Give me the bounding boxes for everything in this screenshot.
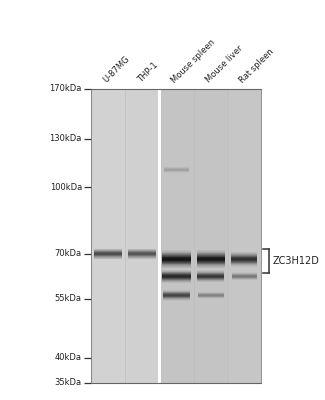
Bar — [162, 253, 190, 254]
Text: Mouse spleen: Mouse spleen — [170, 38, 217, 85]
Bar — [162, 251, 190, 252]
Bar — [158, 89, 161, 383]
Bar — [197, 258, 225, 259]
Bar — [197, 264, 225, 265]
Bar — [197, 256, 225, 257]
Bar — [228, 89, 261, 383]
Bar — [197, 259, 225, 260]
Bar — [194, 89, 228, 383]
Bar — [162, 263, 190, 264]
Bar — [125, 89, 159, 383]
Text: 55kDa: 55kDa — [55, 294, 82, 303]
Bar — [162, 261, 190, 262]
Bar — [162, 255, 190, 256]
Bar — [162, 262, 190, 263]
Bar — [197, 267, 225, 268]
Text: Mouse liver: Mouse liver — [204, 44, 245, 85]
Bar — [162, 264, 190, 265]
Bar — [162, 258, 190, 259]
Text: 35kDa: 35kDa — [55, 378, 82, 387]
Bar — [197, 262, 225, 263]
Bar — [197, 251, 225, 252]
Text: 130kDa: 130kDa — [49, 134, 82, 143]
Text: 40kDa: 40kDa — [55, 353, 82, 362]
Bar — [197, 257, 225, 258]
Text: U-87MG: U-87MG — [102, 55, 132, 85]
Text: 170kDa: 170kDa — [49, 84, 82, 93]
Bar — [197, 254, 225, 255]
Bar — [162, 260, 190, 261]
Bar — [197, 252, 225, 253]
Text: 70kDa: 70kDa — [55, 249, 82, 258]
Bar — [159, 89, 194, 383]
Bar — [197, 260, 225, 261]
Bar — [197, 255, 225, 256]
Bar — [162, 259, 190, 260]
Bar — [162, 250, 190, 251]
Bar — [162, 266, 190, 267]
Bar — [197, 266, 225, 267]
Bar — [91, 89, 261, 383]
Bar — [162, 256, 190, 257]
Bar — [197, 261, 225, 262]
Text: THP-1: THP-1 — [136, 61, 160, 85]
Bar — [197, 265, 225, 266]
Bar — [162, 261, 190, 262]
Bar — [91, 89, 125, 383]
Bar — [197, 263, 225, 264]
Bar — [162, 257, 190, 258]
Text: ZC3H12D: ZC3H12D — [273, 256, 319, 266]
Text: 100kDa: 100kDa — [50, 183, 82, 192]
Bar — [162, 267, 190, 268]
Text: Rat spleen: Rat spleen — [238, 47, 276, 85]
Bar — [197, 261, 225, 262]
Bar — [197, 250, 225, 251]
Bar — [197, 253, 225, 254]
Bar — [162, 252, 190, 253]
Bar — [162, 254, 190, 255]
Bar — [162, 265, 190, 266]
